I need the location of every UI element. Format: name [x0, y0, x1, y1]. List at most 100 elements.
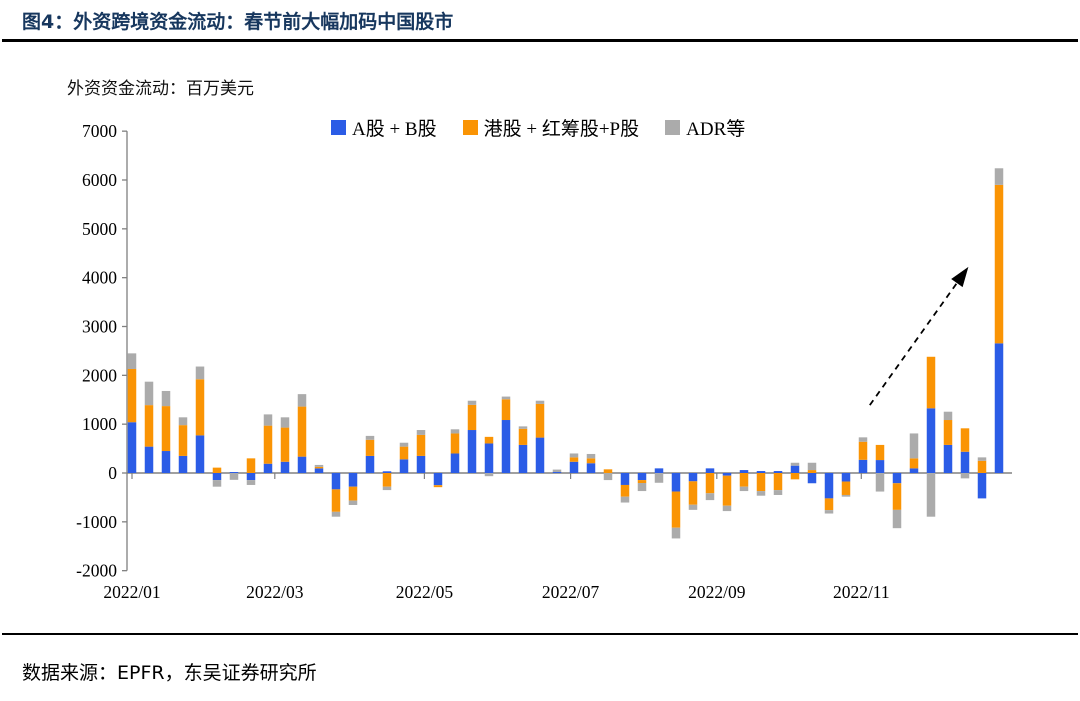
bar-segment — [977, 473, 987, 499]
bar-segment — [773, 473, 783, 491]
bar-segment — [382, 471, 392, 473]
bar-segment — [875, 473, 885, 492]
bar-segment — [892, 483, 902, 510]
bar-segment — [331, 511, 341, 517]
bar-segment — [331, 473, 341, 490]
legend-swatch-orange-icon — [462, 120, 478, 135]
bar-segment — [178, 417, 188, 426]
bar-segment — [824, 498, 834, 511]
bar-segment — [620, 496, 630, 503]
bar-segment — [450, 429, 460, 434]
bar-segment — [127, 353, 137, 369]
y-tick-label: -2000 — [76, 561, 117, 581]
bar-segment — [960, 428, 970, 452]
bar-segment — [858, 441, 868, 460]
bar-segment — [501, 420, 511, 473]
bar-segment — [705, 493, 715, 501]
bar-segment — [161, 390, 171, 407]
bar-segment — [518, 444, 528, 473]
bar-segment — [501, 399, 511, 421]
bar-segment — [229, 472, 239, 473]
bar-segment — [841, 473, 851, 482]
bar-segment — [399, 459, 409, 473]
top-divider — [2, 39, 1078, 42]
y-tick-label: 5000 — [82, 219, 117, 239]
figure-title: 图4：外资跨境资金流动：春节前大幅加码中国股市 — [22, 11, 454, 33]
bar-segment — [892, 473, 902, 484]
bar-segment — [280, 461, 290, 473]
x-tick-label: 2022/03 — [246, 582, 304, 602]
bar-segment — [127, 368, 137, 423]
x-tick-label: 2022/05 — [396, 582, 454, 602]
bar-segment — [450, 453, 460, 473]
bar-segment — [331, 489, 341, 512]
y-tick-label: 2000 — [82, 365, 117, 385]
bar-segment — [841, 481, 851, 495]
bar-segment — [229, 473, 239, 480]
bar-segment — [909, 468, 919, 473]
bar-segment — [654, 473, 664, 483]
bar-segment — [875, 444, 885, 461]
bar-segment — [926, 473, 936, 517]
bar-segment — [467, 400, 477, 405]
bar-segment — [586, 453, 596, 459]
y-tick-label: 3000 — [82, 316, 117, 336]
bar-segment — [654, 468, 664, 473]
x-tick-label: 2022/09 — [688, 582, 746, 602]
bar-segment — [620, 473, 630, 485]
x-tick-label: 2022/01 — [103, 582, 160, 602]
bar-segment — [807, 470, 817, 473]
axis-unit-label: 外资资金流动：百万美元 — [67, 79, 254, 99]
bar-segment — [399, 442, 409, 447]
legend-item-a-b-shares: A股 + B股 — [331, 114, 437, 141]
bar-segment — [637, 483, 647, 492]
bar-segment — [297, 394, 307, 407]
bar-segment — [348, 473, 358, 487]
bar-segment — [603, 473, 613, 481]
bar-segment — [773, 490, 783, 495]
y-tick-label: 4000 — [82, 268, 117, 288]
bar-segment — [960, 473, 970, 479]
bar-segment — [297, 456, 307, 473]
bar-segment — [960, 451, 970, 473]
bar-segment — [144, 446, 154, 473]
bar-segment — [518, 428, 528, 445]
bar-segment — [195, 379, 205, 436]
legend-swatch-blue-icon — [331, 120, 346, 135]
bar-segment — [365, 455, 375, 473]
bar-segment — [739, 470, 749, 473]
bar-segment — [620, 484, 630, 497]
y-tick-label: -1000 — [76, 512, 117, 532]
bar-segment — [195, 435, 205, 473]
bar-segment — [688, 481, 698, 505]
bar-segment — [790, 462, 800, 466]
bar-segment — [212, 480, 222, 487]
bar-segment — [365, 435, 375, 440]
bar-segment — [195, 366, 205, 380]
bar-segment — [756, 491, 766, 496]
y-tick-label: 7000 — [82, 121, 117, 141]
bar-segment — [263, 463, 273, 473]
bar-segment — [433, 473, 443, 486]
legend-label-adr: ADR等 — [686, 119, 746, 140]
bar-segment — [314, 466, 324, 469]
bar-segment — [433, 485, 443, 488]
bar-segment — [416, 455, 426, 473]
bar-segment — [637, 473, 647, 481]
bar-segment — [722, 475, 732, 506]
bar-segment — [297, 406, 307, 457]
legend-label-a-b-shares: A股 + B股 — [352, 119, 437, 140]
bar-segment — [824, 473, 834, 499]
bar-segment — [212, 467, 222, 473]
bar-segment — [382, 473, 392, 487]
bottom-divider — [2, 633, 1078, 635]
bar-segment — [739, 486, 749, 492]
legend-label-hk-shares: 港股 + 红筹股+P股 — [483, 119, 640, 140]
bar-segment — [501, 396, 511, 400]
bar-segment — [535, 400, 545, 404]
bar-segment — [348, 486, 358, 501]
bar-segment — [688, 504, 698, 510]
bar-segment — [909, 433, 919, 459]
bar-segment — [552, 469, 562, 473]
